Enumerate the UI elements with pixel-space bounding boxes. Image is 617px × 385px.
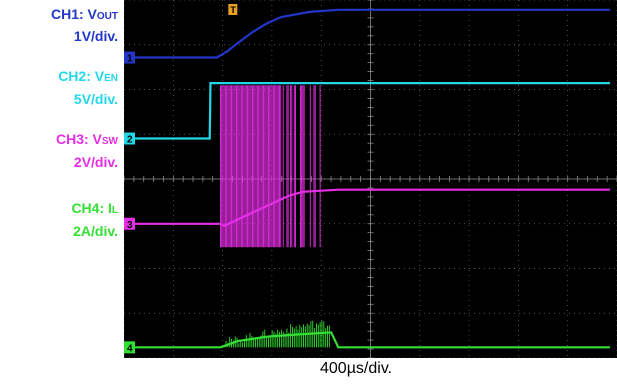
channel-marker-4: 4 (124, 341, 135, 354)
marker-number: 3 (127, 220, 133, 231)
trace-ch4 (124, 331, 610, 349)
plot-area: 1 2 3 4 T (123, 0, 617, 359)
marker-box (124, 132, 135, 145)
ch4-label: CH4: IL (71, 200, 118, 216)
marker-box (124, 217, 135, 230)
channel-markers: 1 2 3 4 T (124, 4, 238, 354)
ch1-label: CH1: VOUT (50, 6, 118, 22)
ch4-scale: 2A/div. (73, 223, 118, 239)
oscilloscope-screen: 1 2 3 4 T (123, 0, 617, 359)
channel-marker-3: 3 (124, 217, 135, 231)
marker-number: 4 (127, 343, 133, 354)
ch3-scale: 2V/div. (73, 154, 118, 170)
trace-ch3 (124, 188, 610, 228)
grid (123, 0, 617, 359)
trace-ch2 (124, 81, 610, 140)
marker-box (124, 341, 135, 354)
ch1-scale: 1V/div. (73, 28, 118, 44)
marker-number: 1 (127, 54, 133, 65)
channel-marker-1: 1 (124, 51, 135, 65)
channel-marker-2: 2 (124, 132, 135, 146)
ch2-label: CH2: VEN (58, 68, 118, 84)
trigger-marker: T (228, 4, 238, 15)
trigger-box (228, 4, 238, 15)
marker-number: 2 (127, 135, 133, 146)
ch2-scale: 5V/div. (73, 91, 118, 107)
marker-box (124, 51, 135, 64)
traces (124, 8, 610, 349)
trigger-letter: T (230, 5, 236, 15)
ch3-label: CH3: VSW (55, 131, 118, 147)
trace-ch1 (124, 8, 610, 59)
x-axis-scale-label: 400µs/div. (320, 360, 393, 377)
